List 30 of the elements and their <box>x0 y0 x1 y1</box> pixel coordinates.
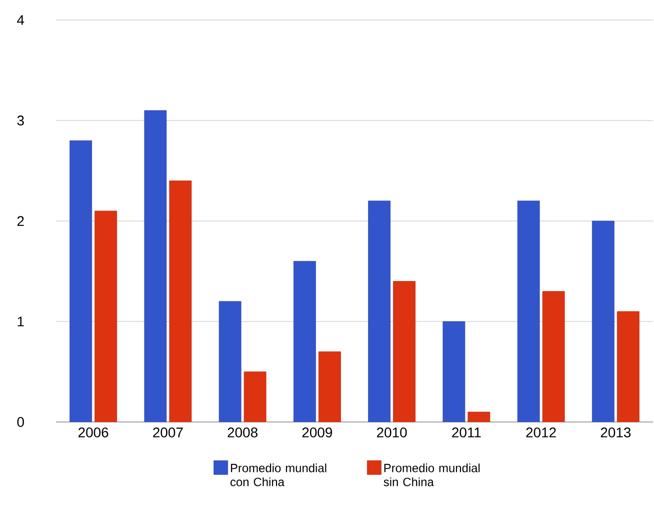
bar <box>94 210 118 422</box>
y-tick-label: 2 <box>17 216 24 226</box>
y-tick-label: 0 <box>17 417 24 427</box>
bar <box>616 311 640 422</box>
bar <box>244 372 266 422</box>
y-tick-label: 1 <box>18 316 24 326</box>
x-tick-label: 2010 <box>377 428 407 438</box>
x-tick-label: 2008 <box>228 428 258 438</box>
x-tick-label: 2011 <box>452 428 481 438</box>
bar <box>218 301 242 422</box>
x-tick-label: 2012 <box>526 428 556 438</box>
legend-label: Promedio mundial sin China <box>384 463 480 486</box>
bar <box>70 140 92 422</box>
y-tick-label: 4 <box>17 15 24 25</box>
bar <box>542 291 565 422</box>
bar <box>144 110 167 422</box>
bar <box>169 180 192 422</box>
bar <box>592 220 614 422</box>
x-tick-label: 2006 <box>78 428 108 438</box>
bar <box>442 321 466 422</box>
legend-label: Promedio mundial con China <box>230 463 326 486</box>
bar <box>368 200 391 422</box>
x-tick-label: 2013 <box>600 428 631 438</box>
x-tick-label: 2009 <box>302 428 332 438</box>
y-tick-label: 3 <box>17 116 24 126</box>
bar <box>393 281 416 422</box>
x-tick-label: 2007 <box>153 428 183 438</box>
bar <box>318 351 341 422</box>
bar <box>517 200 540 422</box>
bar <box>293 261 316 422</box>
